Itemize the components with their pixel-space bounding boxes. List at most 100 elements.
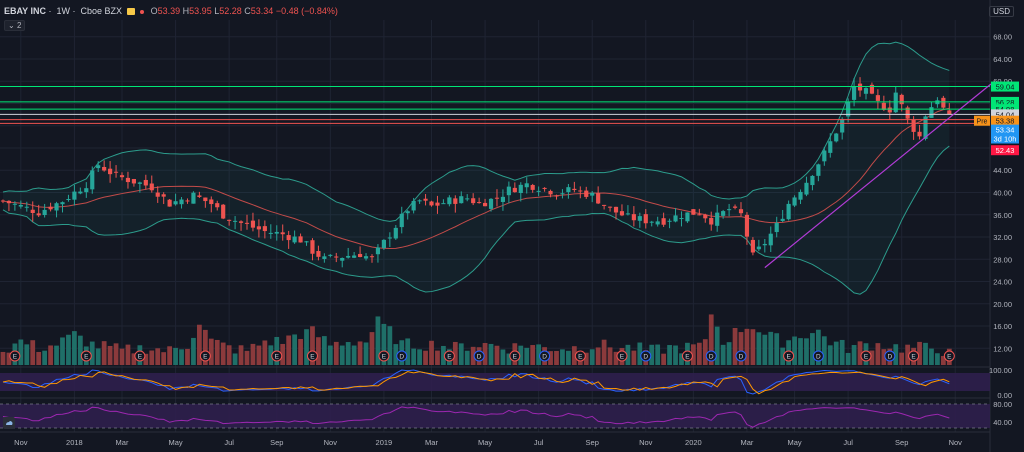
volume-bar [470,346,476,365]
cloud-settings-icon[interactable] [3,417,15,429]
candle-body [679,218,684,220]
marker-letter: E [786,354,791,361]
rsi-tick-label: 40.00 [993,418,1012,427]
dividend-marker [473,350,485,362]
close-value: 53.34 [250,6,274,16]
marker-letter: E [275,354,280,361]
candle-body [869,84,875,94]
volume-bar [24,344,30,365]
candle-body [709,217,714,225]
earnings-marker [443,350,455,362]
candle-body [227,219,232,221]
marker-letter: E [578,354,583,361]
candle-body [590,192,595,196]
volume-bar [732,328,738,365]
x-tick-label: May [787,438,801,447]
volume-bar [893,344,899,365]
candle-body [822,150,827,162]
y-tick-label: 68.00 [993,33,1012,42]
candle-body [566,187,571,193]
volume-bar [48,345,53,365]
candle-body [375,247,381,255]
volume-bar [667,345,672,365]
candle-body [96,165,101,169]
candle-body [727,209,732,211]
volume-bar [482,342,488,365]
high-value: 53.95 [189,6,212,16]
y-tick-label: 64.00 [993,55,1012,64]
candle-body [774,222,779,233]
volume-bar [280,343,286,365]
candle-body [274,231,279,234]
candle-body [923,116,928,139]
candle-body [596,193,601,204]
dividend-marker [705,350,717,362]
candle-body [280,232,285,235]
volume-bar [494,345,500,365]
volume-bar [923,342,928,365]
volume-bar [899,352,905,365]
indicators-toggle[interactable]: ⌄ 2 [4,20,26,31]
x-tick-label: May [478,438,492,447]
interval[interactable]: 1W [56,6,71,16]
volume-bar [845,352,851,365]
candle-body [506,186,511,196]
candle-body [435,202,440,206]
candle-body [673,215,678,222]
candle-body [131,179,136,184]
candle-body [786,203,791,220]
volume-bar [798,338,803,365]
low-label: L [214,6,220,16]
dividend-marker [884,350,896,362]
marker-letter: E [203,354,208,361]
y-tick-label: 36.00 [993,211,1012,220]
candle-body [54,203,59,211]
x-tick-label: Nov [14,438,28,447]
earnings-marker [509,350,521,362]
candle-body [512,187,517,193]
volume-bar [298,338,303,365]
volume-bar [101,341,107,365]
candle-body [322,256,327,259]
currency-label[interactable]: USD [989,6,1014,17]
earnings-marker [199,350,211,362]
price-label-bg [991,124,1019,135]
candle-body [471,198,476,204]
chart-legend: EBAY INC · 1W · Cboe BZX O53.39 H53.95 L… [4,6,338,16]
close-label: C [244,6,251,16]
candle-body [173,201,178,205]
candle-body [185,200,190,202]
candle-body [119,175,125,178]
marker-letter: D [739,354,744,361]
x-tick-label: Jul [224,438,234,447]
volume-bar [393,344,399,365]
candle-body [762,243,767,246]
volume-bar [405,338,411,365]
candle-body [911,119,916,132]
candle-body [36,213,41,216]
volume-bar [679,353,684,365]
volume-bar [310,326,315,365]
candle-body [613,206,619,213]
candle-body [649,221,654,223]
volume-bar [381,323,387,365]
volume-bar [506,353,512,365]
volume-bar [54,345,59,365]
exchange: Cboe BZX [80,6,123,16]
y-tick-label: 40.00 [993,189,1012,198]
y-tick-label: 12.00 [993,344,1012,353]
candle-body [24,206,29,208]
volume-bar [191,337,196,365]
earnings-marker [9,350,21,362]
candle-body [536,190,541,192]
earnings-marker [681,350,693,362]
volume-bar [66,334,71,365]
volume-bar [417,349,422,365]
volume-bar [304,329,309,365]
candle-body [42,209,47,216]
x-tick-label: Mar [425,438,438,447]
candle-body [947,110,952,115]
symbol-name[interactable]: EBAY INC [4,6,47,16]
marker-letter: E [513,354,518,361]
